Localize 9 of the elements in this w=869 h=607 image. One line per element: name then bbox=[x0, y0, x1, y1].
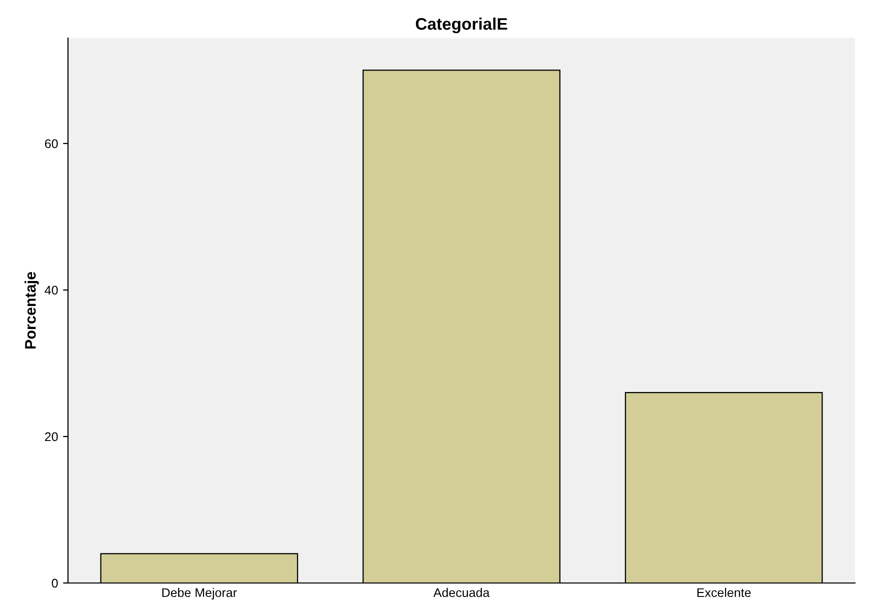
x-tick-label: Excelente bbox=[697, 588, 751, 598]
y-axis-title: Porcentaje bbox=[24, 272, 39, 349]
chart-title: CategorialE bbox=[416, 18, 508, 34]
y-tick-label: 60 bbox=[45, 139, 58, 148]
y-tick-label: 20 bbox=[45, 432, 58, 442]
y-tick-label: 0 bbox=[52, 578, 58, 588]
x-tick-label: Debe Mejorar bbox=[162, 588, 237, 600]
y-tick-label: 40 bbox=[44, 286, 58, 295]
x-tick-label: Adecuada bbox=[433, 588, 490, 598]
